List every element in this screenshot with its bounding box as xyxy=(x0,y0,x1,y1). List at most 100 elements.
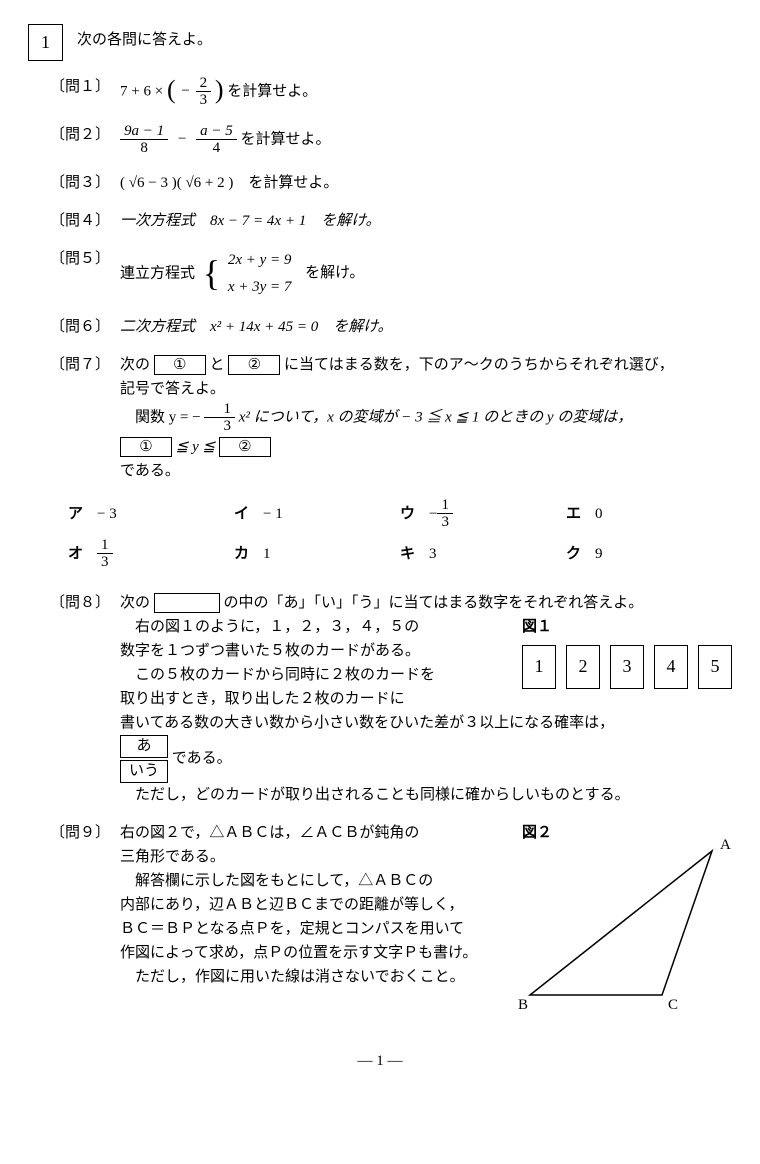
q2-f1-num: 9a − 1 xyxy=(120,123,168,141)
q9-l2: 三角形である。 xyxy=(120,845,508,869)
choice-item: イ − 1 xyxy=(234,497,400,531)
q9-body: 右の図２で，△ＡＢＣは，∠ＡＣＢが鈍角の 三角形である。 解答欄に示した図をもと… xyxy=(120,821,732,1023)
q2-body: 9a − 1 8 − a − 5 4 を計算せよ。 xyxy=(120,123,732,157)
q9-label: 〔問９〕 xyxy=(50,821,110,845)
q7-label: 〔問７〕 xyxy=(50,353,110,377)
q2-minus: − xyxy=(178,131,186,147)
choice-key: ウ xyxy=(400,502,415,526)
q7-l1c: に当てはまる数を，下のア〜クのうちからそれぞれ選び， xyxy=(284,357,674,373)
section-instruction: 次の各問に答えよ。 xyxy=(77,24,212,52)
q7-l5: である。 xyxy=(120,459,732,483)
fig2-triangle: ABC xyxy=(522,845,732,1015)
q5-suffix: を解け。 xyxy=(305,265,364,281)
svg-text:C: C xyxy=(668,997,678,1013)
q5-body: 連立方程式 { 2x + y = 9 x + 3y = 7 を解け。 xyxy=(120,247,732,301)
q2-suffix: を計算せよ。 xyxy=(240,131,330,147)
q8-frac-d: いう xyxy=(120,760,168,783)
q1-frac: 2 3 xyxy=(196,75,212,109)
choice-key: オ xyxy=(68,542,83,566)
q7-l2: 記号で答えよ。 xyxy=(120,377,732,401)
q9-l4: 内部にあり，辺ＡＢと辺ＢＣまでの距離が等しく， xyxy=(120,893,508,917)
paren-right: ) xyxy=(215,75,224,104)
q9-l5: ＢＣ＝ＢＰとなる点Ｐを，定規とコンパスを用いて xyxy=(120,917,508,941)
range-blank-1: ① xyxy=(120,437,172,457)
q2-f1-den: 8 xyxy=(120,140,168,157)
cards-row: 12345 xyxy=(522,645,732,689)
q1-label: 〔問１〕 xyxy=(50,75,110,99)
choice-item: カ1 xyxy=(234,537,400,571)
blank-1: ① xyxy=(154,355,206,375)
choice-value: − 1 xyxy=(263,502,283,526)
q5-eq1: 2x + y = 9 xyxy=(228,247,292,274)
q7-fn: 1 xyxy=(204,401,235,419)
card: 4 xyxy=(654,645,688,689)
q2-f2-num: a − 5 xyxy=(196,123,237,141)
choice-item: キ3 xyxy=(400,537,566,571)
choice-item: ク9 xyxy=(566,537,732,571)
card: 1 xyxy=(522,645,556,689)
q5-lead: 連立方程式 xyxy=(120,265,195,281)
q7-l1a: 次の xyxy=(120,357,150,373)
q1-frac-den: 3 xyxy=(196,92,212,109)
q8-p1: 右の図１のように，１，２，３，４，５の xyxy=(120,615,504,639)
q8-l1a: 次の xyxy=(120,595,150,611)
q8-l1b: の中の「あ」「い」「う」に当てはまる数字をそれぞれ答えよ。 xyxy=(224,595,644,611)
q1-body: 7 + 6 × ( − 2 3 ) を計算せよ。 xyxy=(120,75,732,109)
q8-p5: 書いてある数の大きい数から小さい数をひいた差が３以上になる確率は， xyxy=(120,711,732,735)
q6-label: 〔問６〕 xyxy=(50,315,110,339)
q2-f2-den: 4 xyxy=(196,140,237,157)
q7-frac: 1 3 xyxy=(204,401,235,435)
choice-key: ク xyxy=(566,542,581,566)
q1-frac-num: 2 xyxy=(196,75,212,93)
q8-p7: ただし，どのカードが取り出されることも同様に確からしいものとする。 xyxy=(120,783,732,807)
page-footer: ― 1 ― xyxy=(28,1049,732,1073)
blank-2: ② xyxy=(228,355,280,375)
q7-l3b: x² について，x の変域が − 3 ≦ x ≦ 1 のときの y の変域は， xyxy=(239,409,633,425)
q8-frac: あ いう xyxy=(120,735,168,783)
q9-l1: 右の図２で，△ＡＢＣは，∠ＡＣＢが鈍角の xyxy=(120,825,419,841)
q9-l7: ただし，作図に用いた線は消さないでおくこと。 xyxy=(120,965,508,989)
q5-eq2: x + 3y = 7 xyxy=(228,274,292,301)
choice-frac: 13 xyxy=(437,497,453,531)
q4-text: 一次方程式 8x − 7 = 4x + 1 を解け。 xyxy=(120,209,732,233)
card: 5 xyxy=(698,645,732,689)
choice-item: オ13 xyxy=(68,537,234,571)
q8-frac-n: あ xyxy=(120,735,168,758)
fig2-label: 図２ xyxy=(522,821,732,845)
q4-label: 〔問４〕 xyxy=(50,209,110,233)
q8-p3: この５枚のカードから同時に２枚のカードを xyxy=(120,663,504,687)
q7-body: 次の ① と ② に当てはまる数を，下のア〜クのうちからそれぞれ選び， 記号で答… xyxy=(120,353,732,483)
card: 2 xyxy=(566,645,600,689)
q3-expr: ( √6 − 3 )( √6 + 2 ) を計算せよ。 xyxy=(120,171,732,195)
q5-eqs: 2x + y = 9 x + 3y = 7 xyxy=(228,247,292,301)
choice-value: 9 xyxy=(595,542,603,566)
choice-value: 3 xyxy=(429,542,437,566)
range-blank-2: ② xyxy=(219,437,271,457)
q1-prefix: 7 + 6 × xyxy=(120,83,163,99)
choice-key: キ xyxy=(400,542,415,566)
choice-item: ア− 3 xyxy=(68,497,234,531)
q2-label: 〔問２〕 xyxy=(50,123,110,147)
choice-key: エ xyxy=(566,502,581,526)
choice-key: カ xyxy=(234,542,249,566)
choice-value: 0 xyxy=(595,502,603,526)
q8-label: 〔問８〕 xyxy=(50,591,110,615)
fig1-label: 図１ xyxy=(522,615,732,639)
q9-l6: 作図によって求め，点Ｐの位置を示す文字Ｐも書け。 xyxy=(120,941,508,965)
choice-item: エ0 xyxy=(566,497,732,531)
q7-range-mid: ≦ y ≦ xyxy=(176,439,219,455)
q2-frac1: 9a − 1 8 xyxy=(120,123,168,157)
paren-left: ( xyxy=(167,75,176,104)
q5-label: 〔問５〕 xyxy=(50,247,110,271)
q7-fd: 3 xyxy=(204,418,235,435)
q8-p2: 数字を１つずつ書いた５枚のカードがある。 xyxy=(120,639,504,663)
q3-label: 〔問３〕 xyxy=(50,171,110,195)
choice-item: ウ− 13 xyxy=(400,497,566,531)
choice-sign: − xyxy=(429,502,437,526)
q8-body: 次の の中の「あ」「い」「う」に当てはまる数字をそれぞれ答えよ。 右の図１のよう… xyxy=(120,591,732,807)
q2-frac2: a − 5 4 xyxy=(196,123,237,157)
choice-key: イ xyxy=(234,502,249,526)
q8-p4: 取り出すとき，取り出した２枚のカードに xyxy=(120,687,504,711)
choice-key: ア xyxy=(68,502,83,526)
q7-l3a: 関数 y = − xyxy=(135,409,201,425)
